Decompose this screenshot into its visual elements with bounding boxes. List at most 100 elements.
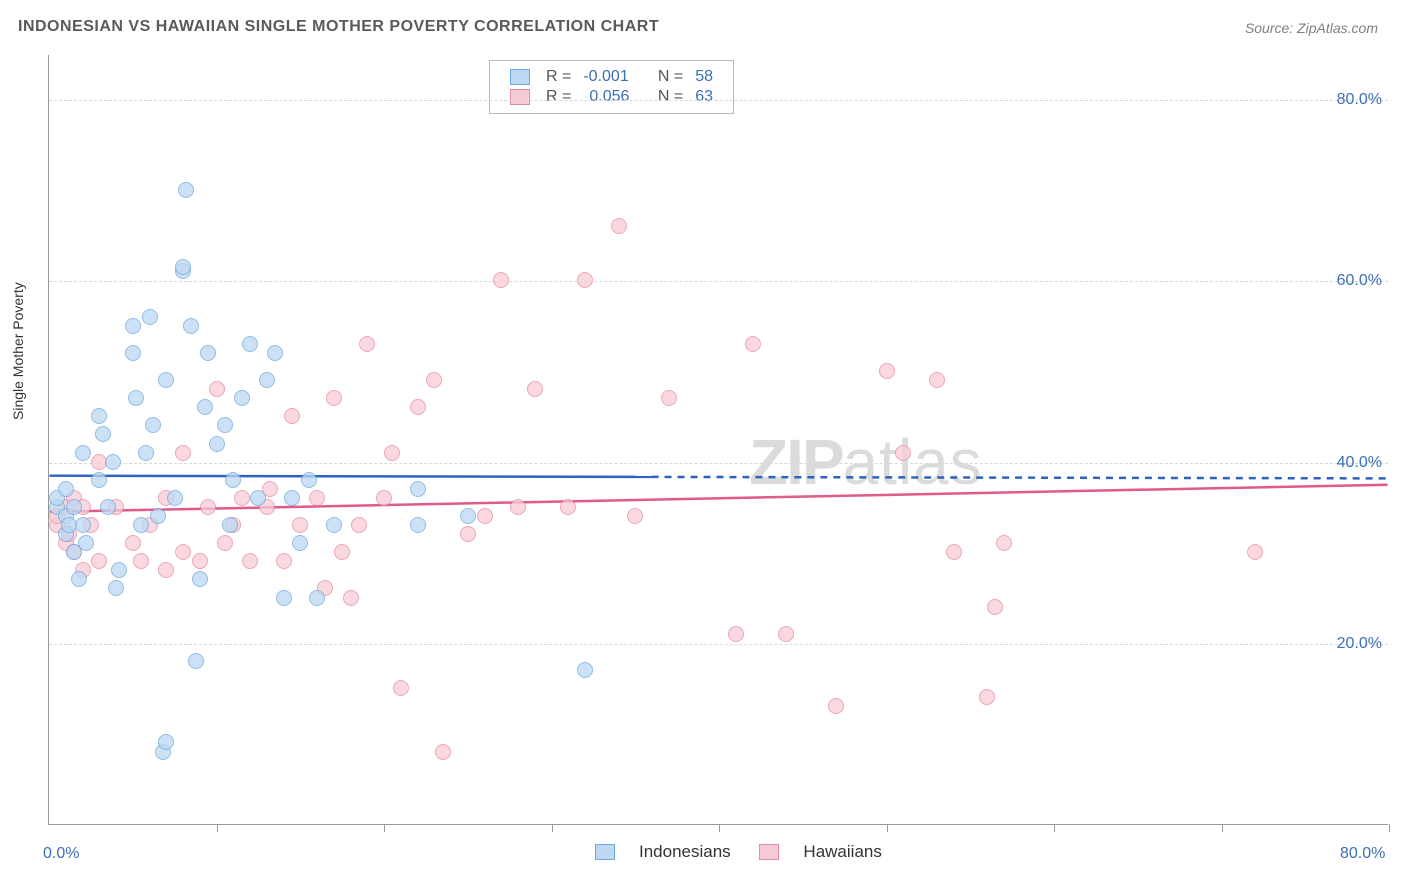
data-point-hawaiians xyxy=(627,508,643,524)
data-point-hawaiians xyxy=(217,535,233,551)
data-point-hawaiians xyxy=(996,535,1012,551)
data-point-indonesians xyxy=(158,734,174,750)
data-point-hawaiians xyxy=(334,544,350,560)
data-point-hawaiians xyxy=(611,218,627,234)
data-point-indonesians xyxy=(108,580,124,596)
data-point-indonesians xyxy=(276,590,292,606)
y-tick-label: 20.0% xyxy=(1337,635,1382,653)
data-point-hawaiians xyxy=(158,562,174,578)
y-tick-label: 40.0% xyxy=(1337,454,1382,472)
data-point-indonesians xyxy=(145,417,161,433)
legend-correlation: R = -0.001 N = 58 R = 0.056 N = 63 xyxy=(489,60,734,114)
data-point-hawaiians xyxy=(192,553,208,569)
data-point-indonesians xyxy=(183,318,199,334)
data-point-indonesians xyxy=(410,481,426,497)
data-point-hawaiians xyxy=(410,399,426,415)
data-point-indonesians xyxy=(292,535,308,551)
data-point-hawaiians xyxy=(384,445,400,461)
legend-label-hawaiians: Hawaiians xyxy=(803,842,881,861)
data-point-hawaiians xyxy=(175,445,191,461)
data-point-indonesians xyxy=(301,472,317,488)
gridline-h xyxy=(49,281,1388,282)
legend-row-indonesians: R = -0.001 N = 58 xyxy=(504,67,719,87)
data-point-hawaiians xyxy=(175,544,191,560)
data-point-hawaiians xyxy=(292,517,308,533)
data-point-indonesians xyxy=(217,417,233,433)
data-point-hawaiians xyxy=(326,390,342,406)
x-tick xyxy=(887,824,888,832)
trend-lines xyxy=(49,55,1388,824)
data-point-hawaiians xyxy=(879,363,895,379)
data-point-indonesians xyxy=(200,345,216,361)
y-tick-label: 60.0% xyxy=(1337,272,1382,290)
data-point-hawaiians xyxy=(435,744,451,760)
data-point-hawaiians xyxy=(527,381,543,397)
data-point-hawaiians xyxy=(209,381,225,397)
y-axis-label: Single Mother Poverty xyxy=(10,282,26,420)
data-point-hawaiians xyxy=(577,272,593,288)
data-point-hawaiians xyxy=(276,553,292,569)
data-point-indonesians xyxy=(128,390,144,406)
data-point-indonesians xyxy=(167,490,183,506)
data-point-hawaiians xyxy=(929,372,945,388)
data-point-indonesians xyxy=(125,318,141,334)
gridline-h xyxy=(49,644,1388,645)
gridline-h xyxy=(49,100,1388,101)
data-point-indonesians xyxy=(71,571,87,587)
x-tick xyxy=(1389,824,1390,832)
data-point-hawaiians xyxy=(351,517,367,533)
data-point-hawaiians xyxy=(828,698,844,714)
data-point-indonesians xyxy=(75,517,91,533)
data-point-hawaiians xyxy=(1247,544,1263,560)
x-axis-min-label: 0.0% xyxy=(43,845,79,863)
data-point-indonesians xyxy=(133,517,149,533)
data-point-hawaiians xyxy=(661,390,677,406)
data-point-indonesians xyxy=(178,182,194,198)
data-point-indonesians xyxy=(222,517,238,533)
gridline-h xyxy=(49,463,1388,464)
x-tick xyxy=(1222,824,1223,832)
x-tick xyxy=(384,824,385,832)
data-point-hawaiians xyxy=(309,490,325,506)
data-point-indonesians xyxy=(125,345,141,361)
legend-label-indonesians: Indonesians xyxy=(639,842,731,861)
data-point-indonesians xyxy=(138,445,154,461)
data-point-indonesians xyxy=(309,590,325,606)
data-point-hawaiians xyxy=(778,626,794,642)
data-point-indonesians xyxy=(142,309,158,325)
data-point-indonesians xyxy=(250,490,266,506)
data-point-hawaiians xyxy=(477,508,493,524)
data-point-indonesians xyxy=(100,499,116,515)
data-point-indonesians xyxy=(66,499,82,515)
data-point-indonesians xyxy=(175,259,191,275)
legend-row-hawaiians: R = 0.056 N = 63 xyxy=(504,87,719,107)
data-point-indonesians xyxy=(234,390,250,406)
data-point-indonesians xyxy=(197,399,213,415)
data-point-hawaiians xyxy=(133,553,149,569)
data-point-hawaiians xyxy=(376,490,392,506)
data-point-hawaiians xyxy=(493,272,509,288)
plot-area: ZIPatlas R = -0.001 N = 58 R = 0.056 N =… xyxy=(48,55,1388,825)
data-point-indonesians xyxy=(209,436,225,452)
data-point-indonesians xyxy=(225,472,241,488)
swatch-hawaiians-icon xyxy=(510,89,530,105)
legend-series: Indonesians Hawaiians xyxy=(589,841,900,862)
data-point-hawaiians xyxy=(560,499,576,515)
data-point-indonesians xyxy=(577,662,593,678)
data-point-indonesians xyxy=(75,445,91,461)
data-point-hawaiians xyxy=(946,544,962,560)
data-point-indonesians xyxy=(105,454,121,470)
data-point-hawaiians xyxy=(125,535,141,551)
source-label: Source: ZipAtlas.com xyxy=(1245,20,1378,36)
data-point-indonesians xyxy=(460,508,476,524)
data-point-hawaiians xyxy=(234,490,250,506)
swatch-hawaiians-icon xyxy=(759,844,779,860)
y-tick-label: 80.0% xyxy=(1337,91,1382,109)
swatch-indonesians-icon xyxy=(510,69,530,85)
data-point-hawaiians xyxy=(393,680,409,696)
chart-title: INDONESIAN VS HAWAIIAN SINGLE MOTHER POV… xyxy=(18,18,659,36)
x-tick xyxy=(719,824,720,832)
data-point-indonesians xyxy=(326,517,342,533)
data-point-hawaiians xyxy=(343,590,359,606)
data-point-hawaiians xyxy=(728,626,744,642)
